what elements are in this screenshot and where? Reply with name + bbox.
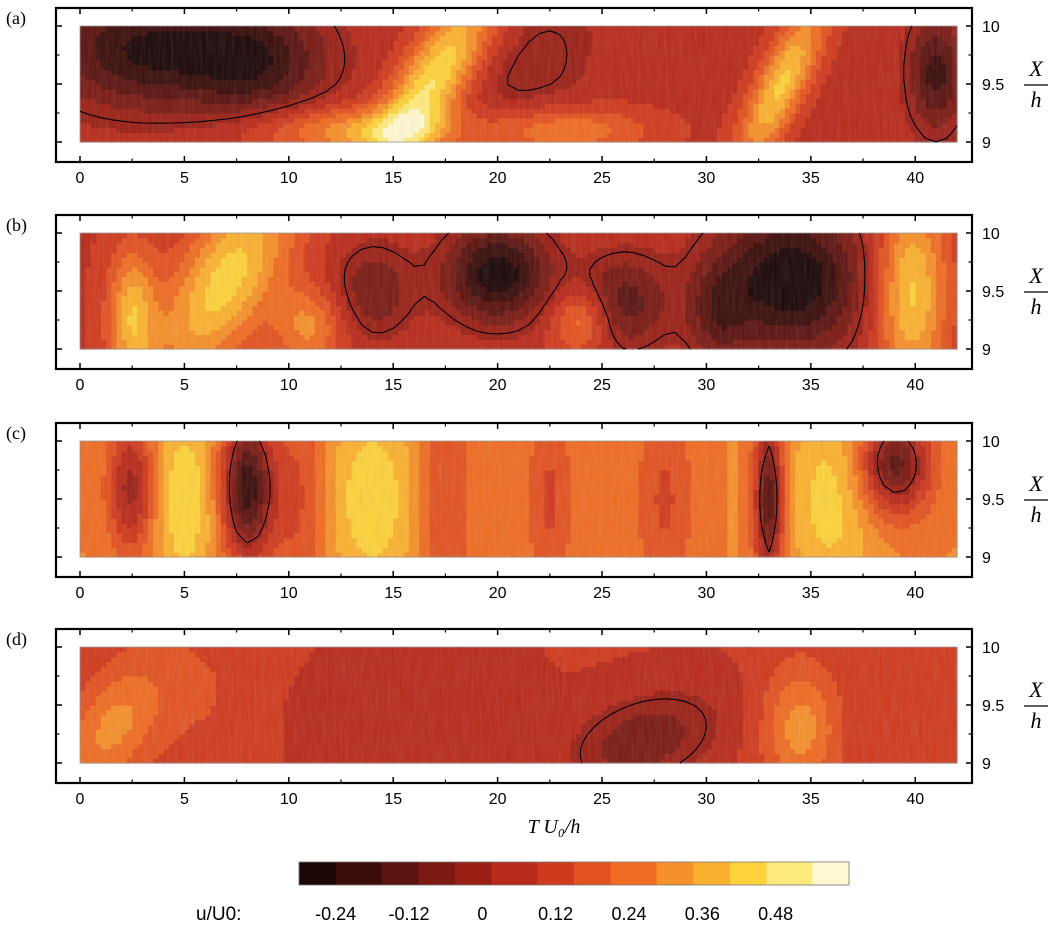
plot-border [79, 25, 958, 143]
zero-contour [79, 25, 958, 143]
y-tick-label: 10 [982, 19, 1000, 36]
x-tick-label: 20 [489, 170, 507, 187]
x-tick-label: 25 [593, 170, 611, 187]
x-tick-label: 10 [280, 170, 298, 187]
x-tick-label: 0 [76, 170, 85, 187]
x-tick-label: 30 [698, 170, 716, 187]
panels: 0 5 10 15 20 25 30 35 40 9 9.5 10 Xh (a) 0 5 10 15 20 25 30 3… [6, 6, 1048, 808]
y-tick-label: 9 [982, 135, 991, 152]
panel-a: 0 5 10 15 20 25 30 35 40 9 9.5 10 Xh (a) [6, 6, 1048, 187]
panel-frame [54, 213, 974, 371]
panel-label: (a) [6, 8, 26, 29]
panel-frame [54, 6, 974, 164]
y-tick-label: 9.5 [982, 77, 1004, 94]
x-tick-label: 15 [384, 170, 402, 187]
x-tick-label: 35 [802, 170, 820, 187]
y-axis-label-denominator: h [1031, 87, 1042, 112]
x-tick-label: 5 [180, 170, 189, 187]
x-tick-label: 40 [906, 170, 924, 187]
y-axis-label-numerator: X [1028, 56, 1044, 81]
texture-overlay [80, 26, 957, 142]
